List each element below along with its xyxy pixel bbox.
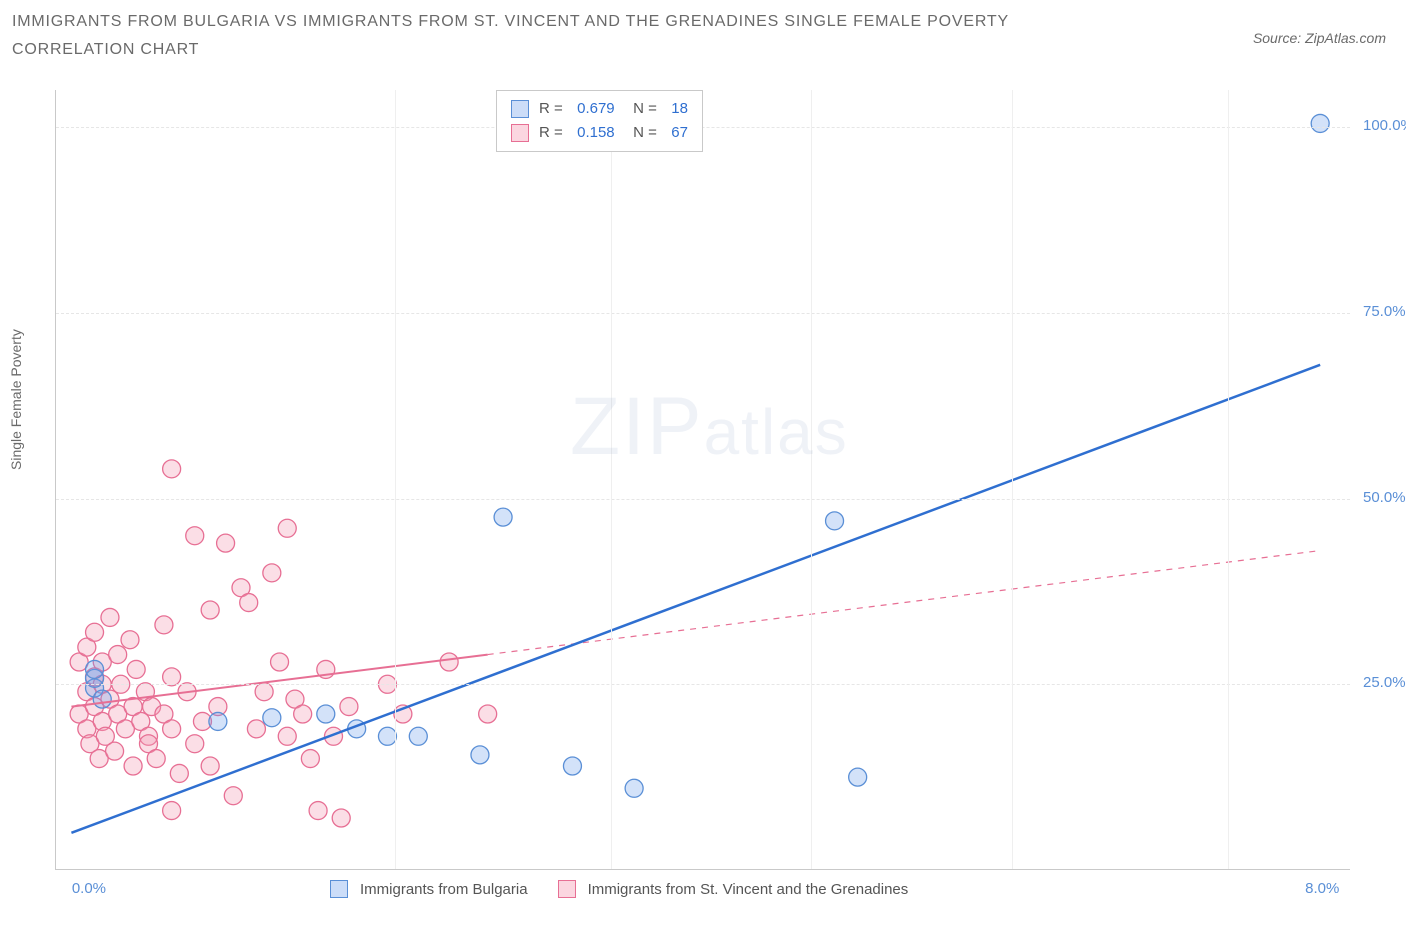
stats-legend-box: R = 0.679 N = 18R = 0.158 N = 67 — [496, 90, 703, 152]
trendline-bulgaria — [71, 365, 1320, 833]
scatter-point — [263, 564, 281, 582]
gridline-vertical — [611, 90, 612, 869]
y-tick-label: 75.0% — [1363, 303, 1406, 320]
square-icon — [558, 880, 576, 898]
gridline-vertical — [395, 90, 396, 869]
scatter-point — [163, 720, 181, 738]
scatter-point — [93, 690, 111, 708]
stat-r-value: 0.679 — [573, 97, 615, 121]
scatter-point — [563, 757, 581, 775]
square-icon — [511, 100, 529, 118]
scatter-point — [271, 653, 289, 671]
scatter-point — [332, 809, 350, 827]
legend-item-stvincent: Immigrants from St. Vincent and the Gren… — [558, 880, 909, 898]
scatter-point — [255, 683, 273, 701]
gridline-horizontal — [56, 313, 1350, 314]
square-icon — [511, 124, 529, 142]
scatter-point — [301, 750, 319, 768]
legend-label-bulgaria: Immigrants from Bulgaria — [360, 881, 528, 898]
scatter-point — [163, 460, 181, 478]
x-tick-label: 0.0% — [72, 880, 106, 897]
scatter-point — [263, 709, 281, 727]
scatter-point — [240, 594, 258, 612]
scatter-point — [170, 764, 188, 782]
trendline-stvincent-dashed — [488, 551, 1321, 655]
scatter-point — [247, 720, 265, 738]
y-axis-label: Single Female Poverty — [8, 329, 24, 470]
bottom-legend: Immigrants from Bulgaria Immigrants from… — [330, 880, 908, 898]
gridline-vertical — [1228, 90, 1229, 869]
scatter-point — [479, 705, 497, 723]
y-tick-label: 100.0% — [1363, 117, 1406, 134]
stat-n-value: 67 — [667, 121, 688, 145]
gridline-horizontal — [56, 499, 1350, 500]
scatter-point — [294, 705, 312, 723]
scatter-point — [278, 727, 296, 745]
title-line-2: CORRELATION CHART — [12, 41, 199, 58]
stats-row: R = 0.679 N = 18 — [511, 97, 688, 121]
square-icon — [330, 880, 348, 898]
stat-n-label: N = — [621, 97, 661, 121]
stat-r-label: R = — [539, 97, 567, 121]
stat-r-value: 0.158 — [573, 121, 615, 145]
scatter-point — [440, 653, 458, 671]
scatter-point — [209, 712, 227, 730]
scatter-point — [317, 705, 335, 723]
scatter-point — [186, 735, 204, 753]
scatter-point — [340, 698, 358, 716]
scatter-point — [101, 608, 119, 626]
scatter-point — [826, 512, 844, 530]
scatter-point — [201, 601, 219, 619]
chart-plot-area: 25.0%50.0%75.0%100.0%0.0%8.0%R = 0.679 N… — [55, 90, 1350, 870]
stat-r-label: R = — [539, 121, 567, 145]
scatter-point — [86, 623, 104, 641]
scatter-point — [186, 527, 204, 545]
scatter-point — [163, 802, 181, 820]
scatter-point — [155, 616, 173, 634]
gridline-horizontal — [56, 127, 1350, 128]
scatter-point — [163, 668, 181, 686]
scatter-point — [124, 757, 142, 775]
y-tick-label: 25.0% — [1363, 674, 1406, 691]
legend-item-bulgaria: Immigrants from Bulgaria — [330, 880, 528, 898]
scatter-point — [278, 519, 296, 537]
stat-n-value: 18 — [667, 97, 688, 121]
scatter-point — [378, 727, 396, 745]
y-tick-label: 50.0% — [1363, 489, 1406, 506]
title-line-1: IMMIGRANTS FROM BULGARIA VS IMMIGRANTS F… — [12, 13, 1009, 30]
scatter-point — [224, 787, 242, 805]
gridline-vertical — [1012, 90, 1013, 869]
scatter-point — [147, 750, 165, 768]
scatter-point — [494, 508, 512, 526]
scatter-point — [217, 534, 235, 552]
gridline-horizontal — [56, 684, 1350, 685]
scatter-point — [471, 746, 489, 764]
scatter-point — [86, 660, 104, 678]
scatter-point — [409, 727, 427, 745]
x-tick-label: 8.0% — [1305, 880, 1339, 897]
scatter-point — [1311, 114, 1329, 132]
scatter-point — [109, 646, 127, 664]
scatter-point — [625, 779, 643, 797]
scatter-point — [201, 757, 219, 775]
scatter-point — [121, 631, 139, 649]
scatter-point — [127, 660, 145, 678]
chart-header: IMMIGRANTS FROM BULGARIA VS IMMIGRANTS F… — [12, 8, 1394, 64]
scatter-point — [849, 768, 867, 786]
stat-n-label: N = — [621, 121, 661, 145]
scatter-plot-svg — [56, 90, 1350, 869]
stats-row: R = 0.158 N = 67 — [511, 121, 688, 145]
source-label: Source: ZipAtlas.com — [1253, 30, 1386, 46]
scatter-point — [106, 742, 124, 760]
gridline-vertical — [811, 90, 812, 869]
scatter-point — [309, 802, 327, 820]
legend-label-stvincent: Immigrants from St. Vincent and the Gren… — [588, 881, 909, 898]
chart-title: IMMIGRANTS FROM BULGARIA VS IMMIGRANTS F… — [12, 8, 1394, 64]
